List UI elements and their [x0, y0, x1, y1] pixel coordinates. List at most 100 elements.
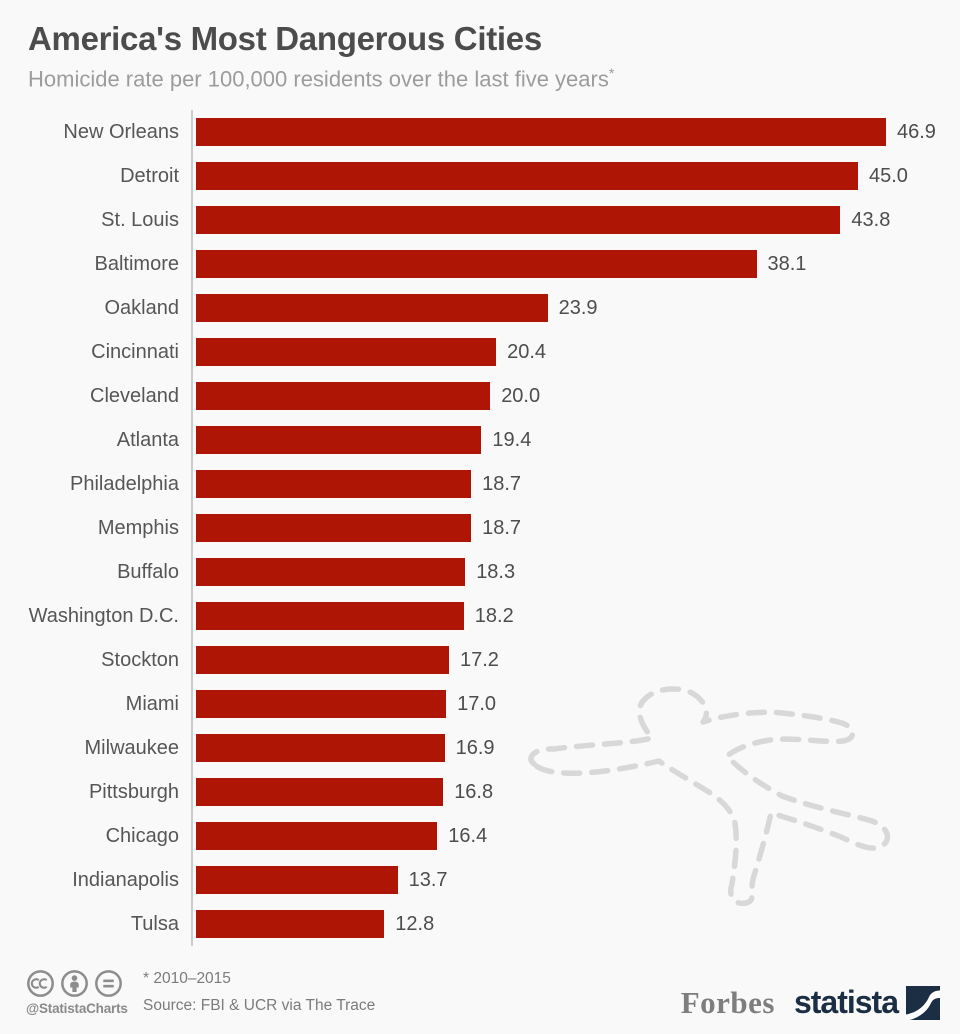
chart-row: Memphis 18.7: [28, 506, 936, 550]
value-label: 38.1: [767, 252, 807, 275]
bar-area: 16.8: [191, 770, 493, 814]
city-label: Chicago: [105, 824, 179, 847]
chart-row: Tulsa 12.8: [28, 902, 936, 946]
chart-row: Milwaukee 16.9: [28, 726, 936, 770]
chart-row: Cincinnati 20.4: [28, 330, 936, 374]
chart-row: Philadelphia 18.7: [28, 462, 936, 506]
chart-row: New Orleans 46.9: [28, 110, 936, 154]
bar: [196, 162, 858, 190]
bar: [196, 470, 472, 498]
value-label: 18.7: [482, 516, 522, 539]
value-label: 18.2: [474, 604, 514, 627]
city-label: Detroit: [120, 164, 179, 187]
statista-charts-handle: @StatistaCharts: [26, 1001, 128, 1016]
forbes-logo: Forbes: [680, 984, 775, 1020]
bar-area: 23.9: [191, 286, 598, 330]
bar-chart: New Orleans 46.9 Detroit 45.0 St. Louis 43.8 B…: [28, 110, 936, 946]
source-text: Source: FBI & UCR via The Trace: [143, 997, 376, 1014]
bar: [196, 602, 464, 630]
city-label: Philadelphia: [70, 472, 179, 495]
source-block: * 2010–2015 Source: FBI & UCR via The Tr…: [143, 970, 375, 1015]
city-label: Indianapolis: [72, 868, 179, 891]
bar: [196, 294, 548, 322]
city-label: Pittsburgh: [88, 780, 179, 803]
chart-row: Indianapolis 13.7: [28, 858, 936, 902]
chart-row: Oakland 23.9: [28, 286, 936, 330]
value-label: 20.0: [501, 384, 541, 407]
bar: [196, 514, 472, 542]
header: America's Most Dangerous Cities Homicide…: [28, 20, 614, 92]
bar: [196, 910, 385, 938]
city-label: Oakland: [104, 296, 180, 319]
city-label: Cleveland: [90, 384, 179, 407]
city-label: Buffalo: [117, 560, 179, 583]
value-label: 20.4: [507, 340, 547, 363]
chart-subtitle-text: Homicide rate per 100,000 residents over…: [28, 66, 609, 92]
city-label: Washington D.C.: [28, 604, 179, 627]
bar: [196, 734, 445, 762]
city-label: Tulsa: [130, 912, 179, 935]
chart-row: Buffalo 18.3: [28, 550, 936, 594]
bar-area: 16.4: [191, 814, 487, 858]
bar-area: 17.2: [191, 638, 499, 682]
chart-subtitle: Homicide rate per 100,000 residents over…: [28, 65, 614, 92]
bar-area: 17.0: [191, 682, 496, 726]
bar-area: 18.7: [191, 462, 521, 506]
value-label: 17.2: [460, 648, 499, 671]
value-label: 18.7: [482, 472, 522, 495]
chart-row: St. Louis 43.8: [28, 198, 936, 242]
value-label: 12.8: [395, 912, 435, 935]
bar-area: 19.4: [191, 418, 531, 462]
city-label: Miami: [125, 692, 179, 715]
value-label: 16.4: [448, 824, 488, 847]
value-label: 43.8: [851, 208, 891, 231]
statista-square-icon: [906, 985, 940, 1020]
chart-row: Stockton 17.2: [28, 638, 936, 682]
bar: [196, 338, 497, 366]
license-block: @StatistaCharts: [26, 969, 128, 1016]
statista-logo: statista: [794, 984, 940, 1021]
chart-row: Chicago 16.4: [28, 814, 936, 858]
bar: [196, 558, 466, 586]
bar: [196, 822, 438, 850]
attribution-icon: [61, 970, 88, 997]
chart-row: Pittsburgh 16.8: [28, 770, 936, 814]
chart-title: America's Most Dangerous Cities: [28, 20, 542, 57]
city-label: Stockton: [101, 648, 179, 671]
chart-row: Washington D.C. 18.2: [28, 594, 936, 638]
bar: [196, 118, 886, 146]
city-label: Atlanta: [116, 428, 179, 451]
cc-icon: [27, 970, 54, 997]
value-label: 17.0: [457, 692, 497, 715]
city-label: Baltimore: [94, 252, 179, 275]
bar-area: 45.0: [191, 154, 908, 198]
city-label: Memphis: [97, 516, 179, 539]
value-label: 19.4: [492, 428, 532, 451]
bar: [196, 382, 491, 410]
bar-area: 16.9: [191, 726, 495, 770]
bar: [196, 866, 398, 894]
bar: [196, 206, 841, 234]
brand-block: Forbes statista: [681, 984, 940, 1021]
license-icons: [26, 969, 128, 998]
chart-row: Miami 17.0: [28, 682, 936, 726]
bar-area: 43.8: [191, 198, 890, 242]
footer: @StatistaCharts * 2010–2015 Source: FBI …: [0, 958, 960, 1034]
value-label: 13.7: [408, 868, 448, 891]
footnote-marker: *: [608, 65, 615, 81]
bar-area: 20.0: [191, 374, 540, 418]
value-label: 23.9: [558, 296, 598, 319]
value-label: 16.9: [455, 736, 495, 759]
city-label: Milwaukee: [84, 736, 179, 759]
bar: [196, 646, 449, 674]
chart-row: Atlanta 19.4: [28, 418, 936, 462]
bar-area: 18.7: [191, 506, 521, 550]
chart-row: Baltimore 38.1: [28, 242, 936, 286]
bar-area: 46.9: [191, 110, 936, 154]
city-label: Cincinnati: [91, 340, 179, 363]
city-label: New Orleans: [63, 120, 179, 143]
bar: [196, 250, 757, 278]
equals-icon: [95, 970, 122, 997]
bar-area: 13.7: [191, 858, 448, 902]
